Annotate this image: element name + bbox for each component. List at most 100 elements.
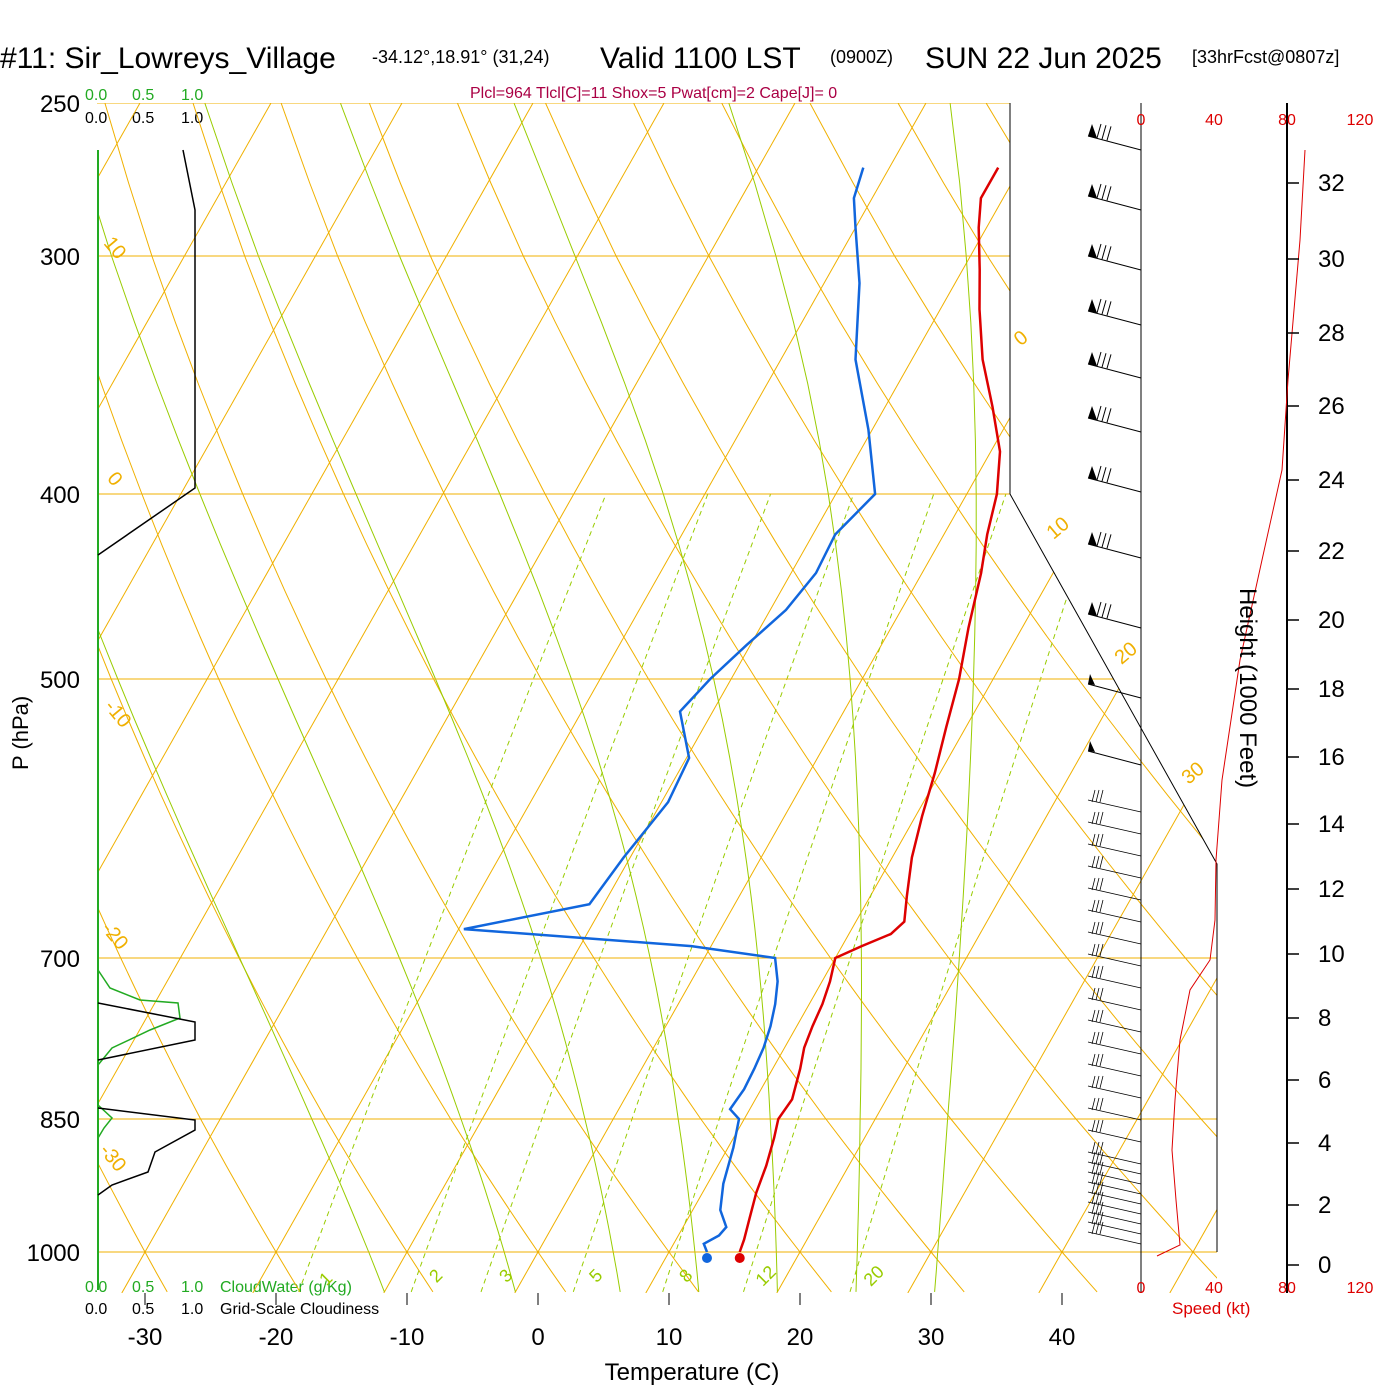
mixing-ratio-line <box>572 493 855 1293</box>
wind-barb-feather <box>1095 789 1100 803</box>
wind-barb-feather <box>1095 965 1100 979</box>
station-title: #11: Sir_Lowreys_Village <box>0 42 336 75</box>
wind-barb-feather <box>1091 943 1096 957</box>
wind-barb-feather <box>1095 943 1100 957</box>
wind-barb-feather <box>1091 1075 1096 1089</box>
temperature-tick-label: 30 <box>918 1324 945 1351</box>
wind-barb-staff <box>1087 1201 1142 1215</box>
cloudwater-scale-bottom-0: 0.0 <box>85 1279 107 1296</box>
cloudwater-scale-bottom-1: 1.0 <box>181 1279 203 1296</box>
moist-adiabat-line <box>728 103 863 1292</box>
wind-barb-feather <box>1099 1009 1104 1023</box>
wind-barb-staff <box>1087 799 1142 813</box>
wind-barb-flag <box>1088 741 1095 752</box>
wind-barb-feather <box>1091 1009 1096 1023</box>
height-tick-label: 10 <box>1318 941 1345 968</box>
wind-barb-feather <box>1106 126 1112 141</box>
wind-speed-tick-top: 120 <box>1347 112 1374 129</box>
isotherm-line <box>252 103 927 1293</box>
wind-barb-feather <box>1091 987 1096 1001</box>
cloudiness-scale-bottom-0: 0.0 <box>85 1301 107 1318</box>
height-tick-label: 0 <box>1318 1252 1331 1279</box>
wind-barb-staff <box>1087 1231 1142 1245</box>
wind-barb-feather <box>1091 1191 1096 1205</box>
wind-barb-feather <box>1095 1201 1100 1215</box>
wind-barb-flag <box>1088 674 1095 685</box>
temperature-tick-label: 40 <box>1049 1324 1076 1351</box>
isotherm-line <box>97 103 403 1293</box>
wind-barb-feather <box>1091 965 1096 979</box>
wind-barb-staff <box>1087 843 1142 857</box>
wind-barb-staff <box>1087 1085 1142 1099</box>
wind-barb-feather <box>1099 943 1104 957</box>
mixing-ratio-label: 20 <box>860 1262 888 1290</box>
isotherm-line <box>97 103 665 1293</box>
wind-barb-flag <box>1088 352 1097 366</box>
wind-barb-feather <box>1099 1181 1104 1195</box>
temperature-tick-label: 10 <box>656 1324 683 1351</box>
dry-adiabat-line <box>1161 103 1217 1293</box>
dry-adiabat-line <box>97 103 567 1293</box>
isotherm-label: 20 <box>1111 638 1142 669</box>
wind-barb-feather <box>1095 877 1100 891</box>
forecast-info: [33hrFcst@0807z] <box>1192 47 1339 67</box>
wind-barb-staff <box>1087 1171 1142 1185</box>
temperature-tick-label: -30 <box>128 1324 163 1351</box>
wind-barb-staff <box>1087 887 1142 901</box>
height-tick-label: 16 <box>1318 744 1345 771</box>
mixing-ratio-label: 8 <box>675 1265 696 1286</box>
dry-adiabat-line <box>280 103 965 1293</box>
height-tick-label: 18 <box>1318 676 1345 703</box>
cloudiness-scale-top-1: 1.0 <box>181 110 203 127</box>
wind-barb-feather <box>1095 1119 1100 1133</box>
wind-barb-staff <box>1087 821 1142 835</box>
cloudwater-scale-top-1: 1.0 <box>181 87 203 104</box>
wind-speed-tick-bottom: 80 <box>1278 1280 1296 1297</box>
height-tick-label: 12 <box>1318 876 1345 903</box>
pressure-tick-label: 700 <box>40 946 80 973</box>
wind-barb-staff <box>1087 975 1142 989</box>
wind-barb-staff <box>1087 997 1142 1011</box>
pressure-tick-label: 250 <box>40 91 80 118</box>
wind-barb-staff <box>1087 1107 1142 1121</box>
wind-barb-staff <box>1087 310 1142 326</box>
wind-barb-staff <box>1087 1211 1142 1225</box>
cloudwater-profile-lower <box>97 1104 114 1139</box>
wind-barb-staff <box>1087 1041 1142 1055</box>
temperature-axis-label: Temperature (C) <box>605 1359 780 1386</box>
wind-barb-feather <box>1091 1171 1096 1185</box>
wind-barb-flag <box>1088 602 1097 616</box>
wind-barb-feather <box>1095 921 1100 935</box>
mixing-ratio-label: 2 <box>425 1265 446 1286</box>
wind-barb-feather <box>1101 185 1107 200</box>
wind-barb-feather <box>1091 877 1096 891</box>
pressure-axis-label: P (hPa) <box>8 696 33 770</box>
height-tick-label: 22 <box>1318 538 1345 565</box>
wind-barb-feather <box>1095 987 1100 1001</box>
valid-date: SUN 22 Jun 2025 <box>925 42 1162 75</box>
cloudwater-scale-bottom-05: 0.5 <box>132 1279 154 1296</box>
dewpoint-profile-line <box>463 167 877 1253</box>
cloudwater-scale-top-0: 0.0 <box>85 87 107 104</box>
isotherm-line <box>1301 103 1400 1293</box>
wind-barb-staff <box>1087 865 1142 879</box>
wind-barb-flag <box>1088 532 1097 546</box>
wind-barb-feather <box>1106 534 1112 549</box>
wind-barb-feather <box>1095 1031 1100 1045</box>
height-tick-label: 4 <box>1318 1130 1331 1157</box>
wind-barb-feather <box>1099 899 1104 913</box>
pressure-tick-label: 1000 <box>27 1240 80 1267</box>
wind-barb-staff <box>1087 363 1142 379</box>
wind-barb-feather <box>1099 789 1104 803</box>
wind-barb-staff <box>1087 953 1142 967</box>
wind-barb-feather <box>1101 353 1107 368</box>
isotherm-label: 10 <box>1043 513 1074 544</box>
wind-barb-flag <box>1088 244 1097 258</box>
wind-barb-feather <box>1091 811 1096 825</box>
isotherm-label: 0 <box>1010 326 1033 350</box>
cloudwater-scale-top-05: 0.5 <box>132 87 154 104</box>
wind-speed-tick-top: 0 <box>1137 112 1146 129</box>
wind-barb-feather <box>1096 298 1102 314</box>
isotherm-label: -30 <box>95 1140 130 1176</box>
